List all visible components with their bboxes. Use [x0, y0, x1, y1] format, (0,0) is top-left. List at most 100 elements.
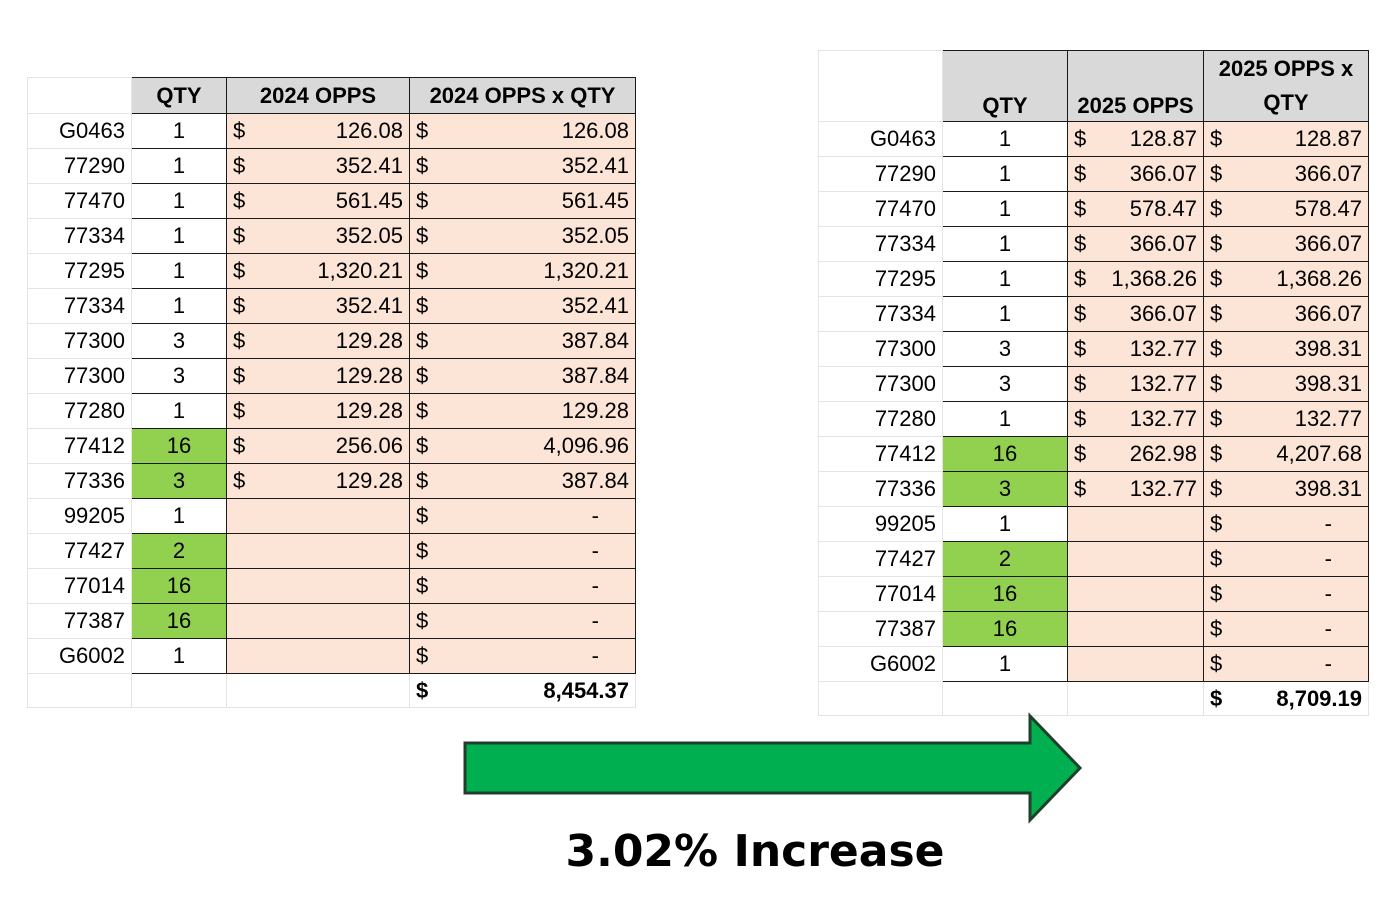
- amount: 132.77: [1129, 406, 1197, 431]
- code-cell: 77387: [27, 603, 132, 639]
- dollar-sign: $: [1210, 266, 1223, 291]
- opps-cell: [226, 498, 410, 534]
- amount: 128.87: [1129, 126, 1197, 151]
- opps-cell: $352.41: [226, 148, 410, 184]
- dollar-sign: $: [1074, 476, 1087, 501]
- header-row: QTY 2025 OPPS 2025 OPPS x QTY: [818, 50, 1369, 122]
- dollar-sign: $: [416, 433, 429, 458]
- table-row: 77470 1 $578.47 $578.47: [818, 191, 1369, 227]
- dollar-sign: $: [416, 188, 429, 213]
- opps-x-qty-header: 2025 OPPS x QTY: [1203, 50, 1369, 122]
- opps-cell: [1067, 576, 1204, 612]
- dollar-sign: $: [1210, 651, 1223, 676]
- opps-x-qty-cell: $ -: [409, 638, 636, 674]
- qty-cell: 1: [942, 156, 1068, 192]
- amount: 366.07: [1294, 161, 1362, 186]
- amount: 352.41: [561, 293, 629, 318]
- amount: 352.41: [335, 293, 403, 318]
- opps-x-qty-cell: $4,207.68: [1203, 436, 1369, 472]
- code-cell: 77295: [818, 261, 943, 297]
- table-row: 77280 1 $132.77 $132.77: [818, 401, 1369, 437]
- grand-total-cell: $8,454.37: [409, 673, 636, 708]
- amount: 1,320.21: [317, 258, 403, 283]
- qty-cell: 1: [942, 296, 1068, 332]
- qty-header: QTY: [942, 50, 1068, 122]
- dollar-sign: $: [1074, 196, 1087, 221]
- dollar-sign: $: [233, 258, 246, 283]
- qty-cell: 1: [131, 498, 227, 534]
- opps-x-qty-cell: $1,368.26: [1203, 261, 1369, 297]
- dollar-sign: $: [1074, 161, 1087, 186]
- dollar-sign: $: [1210, 511, 1223, 536]
- table-row: 77290 1 $366.07 $366.07: [818, 156, 1369, 192]
- dollar-sign: $: [1074, 126, 1087, 151]
- code-cell: 99205: [27, 498, 132, 534]
- qty-cell: 1: [131, 393, 227, 429]
- dollar-sign: $: [1074, 336, 1087, 361]
- opps-x-qty-cell: $128.87: [1203, 121, 1369, 157]
- dash-value: -: [591, 503, 599, 528]
- opps-2024-table: QTY 2024 OPPS 2024 OPPS x QTY G0463 1 $126…: [27, 77, 636, 708]
- amount: 398.31: [1294, 476, 1362, 501]
- table-row: G6002 1 $ -: [27, 638, 636, 674]
- qty-cell: 16: [131, 568, 227, 604]
- opps-x-qty-cell: $366.07: [1203, 226, 1369, 262]
- opps-2025-table: QTY 2025 OPPS 2025 OPPS x QTY G0463 1 $128.…: [818, 50, 1369, 716]
- dollar-sign: $: [416, 118, 429, 143]
- qty-cell: 3: [131, 323, 227, 359]
- amount: 126.08: [335, 118, 403, 143]
- opps-x-qty-cell: $366.07: [1203, 296, 1369, 332]
- dollar-sign: $: [416, 468, 429, 493]
- dollar-sign: $: [233, 118, 246, 143]
- dollar-sign: $: [1210, 546, 1223, 571]
- opps-cell: $128.87: [1067, 121, 1204, 157]
- dollar-sign: $: [416, 503, 429, 528]
- opps-cell: [1067, 646, 1204, 682]
- amount: 256.06: [335, 433, 403, 458]
- table-row: 77014 16 $ -: [818, 576, 1369, 612]
- code-cell: 77295: [27, 253, 132, 289]
- opps-x-qty-cell: $ -: [1203, 611, 1369, 647]
- dollar-sign: $: [1210, 581, 1223, 606]
- dollar-sign: $: [233, 223, 246, 248]
- opps-cell: [1067, 541, 1204, 577]
- amount: 129.28: [335, 328, 403, 353]
- opps-cell: $366.07: [1067, 156, 1204, 192]
- table-row: 99205 1 $ -: [818, 506, 1369, 542]
- dollar-sign: $: [1210, 301, 1223, 326]
- grand-total-cell: $8,709.19: [1203, 681, 1369, 716]
- code-cell: 77336: [818, 471, 943, 507]
- corner-cell: [818, 50, 943, 122]
- opps-x-qty-cell: $ -: [1203, 541, 1369, 577]
- amount: 129.28: [335, 398, 403, 423]
- code-cell: 77300: [27, 323, 132, 359]
- dollar-sign: $: [1074, 231, 1087, 256]
- opps-x-qty-cell: $398.31: [1203, 331, 1369, 367]
- amount: 366.07: [1294, 231, 1362, 256]
- header-line-2: QTY: [1263, 90, 1309, 115]
- opps-cell: $256.06: [226, 428, 410, 464]
- qty-cell: 2: [131, 533, 227, 569]
- dash-value: -: [1324, 616, 1332, 641]
- opps-cell: $578.47: [1067, 191, 1204, 227]
- qty-cell: 16: [942, 436, 1068, 472]
- table-row: 77387 16 $ -: [27, 603, 636, 639]
- qty-cell: 3: [942, 366, 1068, 402]
- opps-cell: $129.28: [226, 323, 410, 359]
- amount: 128.87: [1294, 126, 1362, 151]
- opps-cell: $366.07: [1067, 226, 1204, 262]
- qty-cell: 1: [131, 183, 227, 219]
- header-row: QTY 2024 OPPS 2024 OPPS x QTY: [27, 77, 636, 114]
- code-cell: 77300: [27, 358, 132, 394]
- qty-cell: 1: [131, 638, 227, 674]
- amount: 132.77: [1129, 336, 1197, 361]
- amount: 578.47: [1129, 196, 1197, 221]
- code-cell: 77412: [818, 436, 943, 472]
- code-cell: 77336: [27, 463, 132, 499]
- amount: 352.41: [561, 153, 629, 178]
- dash-value: -: [1324, 651, 1332, 676]
- dash-value: -: [1324, 546, 1332, 571]
- empty-cell: [942, 681, 1068, 716]
- opps-cell: $129.28: [226, 393, 410, 429]
- opps-x-qty-cell: $ -: [409, 533, 636, 569]
